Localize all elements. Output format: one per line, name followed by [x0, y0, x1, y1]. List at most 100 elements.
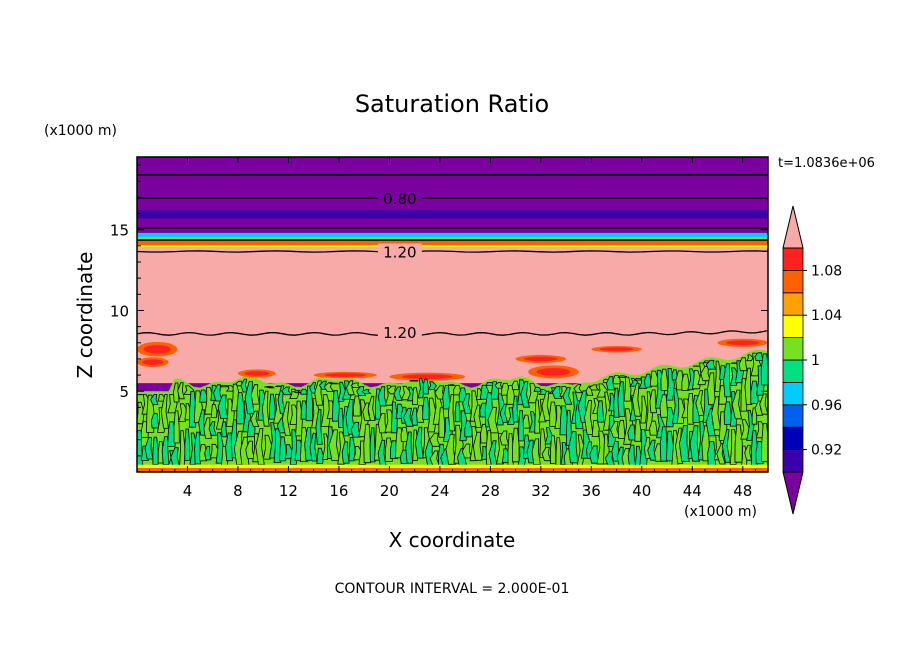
turbulent-boundary-region [137, 338, 768, 472]
turbulent-streak [152, 436, 159, 465]
turbulent-streak [531, 438, 541, 466]
colorbar-tick-label: 1.04 [811, 308, 842, 324]
turbulent-streak [184, 428, 191, 461]
colorbar-tick-label: 0.96 [811, 398, 842, 414]
colorbar-box [782, 359, 804, 383]
x-tick-label: 16 [329, 482, 348, 500]
turbulent-streak [464, 420, 473, 438]
turbulent-streak [173, 410, 180, 444]
y-tick-label: 15 [110, 222, 129, 240]
turbulent-streak [210, 404, 218, 418]
turbulent-streak [274, 385, 282, 387]
turbulent-streak [681, 373, 690, 391]
colorbar-box [782, 247, 804, 271]
turbulent-streak [422, 396, 430, 420]
warm-patch-core [244, 371, 270, 376]
turbulent-streak [487, 406, 499, 434]
turbulent-streak [731, 389, 743, 420]
x-axis-ticks: 4 8 12 16 20 24 28 32 36 40 44 48 [137, 157, 768, 500]
colorbar-box [782, 269, 804, 294]
turbulent-streak [634, 419, 642, 442]
turbulent-streak [250, 410, 260, 427]
contour-labels: 0.80 1.20 1.20 [377, 190, 422, 343]
turbulent-streak [447, 384, 456, 386]
layer-supersaturated [137, 245, 768, 384]
turbulent-streak [316, 447, 324, 464]
turbulent-streak [649, 370, 659, 387]
turbulent-streak [377, 413, 388, 434]
turbulent-streak [623, 376, 632, 402]
colorbar-box [782, 404, 804, 428]
y-tick-label: 5 [119, 383, 129, 401]
colorbar-box [782, 381, 804, 406]
colorbar-bottom-arrow [782, 471, 804, 515]
contour-label-bg [377, 190, 422, 208]
turbulent-streak [412, 387, 419, 405]
turbulent-streak [279, 436, 287, 462]
contour-lines [137, 174, 768, 336]
turbulent-streak [640, 395, 648, 424]
turbulent-streak [361, 389, 372, 394]
turbulent-streak [549, 401, 557, 427]
turbulent-streak [341, 441, 350, 464]
turbulent-streak [678, 425, 690, 462]
fill-layers [137, 157, 768, 384]
warm-patch-core [142, 359, 164, 365]
turbulent-streak [686, 393, 695, 425]
turbulent-streak [617, 375, 628, 378]
turbulent-streak [160, 394, 169, 429]
turbulent-streak [518, 410, 524, 442]
warm-patch-core [143, 345, 171, 354]
turbulent-streak [199, 389, 208, 403]
turbulent-streak [761, 423, 768, 462]
warm-patch-core [402, 374, 453, 380]
turbulent-streak [405, 431, 414, 464]
turbulent-streak [221, 421, 228, 438]
x-tick-label: 8 [233, 482, 243, 500]
turbulent-streak [533, 386, 542, 392]
warm-patch-core [599, 347, 634, 352]
turbulent-streak [520, 381, 530, 408]
turbulent-streak [555, 437, 562, 466]
x-tick-label: 28 [481, 482, 500, 500]
contour-label: 0.80 [383, 190, 416, 208]
turbulent-streak [204, 445, 212, 461]
turbulent-streak [199, 444, 207, 462]
turbulent-streak [744, 367, 753, 405]
turbulent-streak [438, 407, 445, 438]
turbulent-streak [329, 382, 339, 385]
x-tick-label: 44 [683, 482, 702, 500]
warm-patch-core [524, 356, 558, 362]
turbulent-streak [551, 386, 563, 399]
turbulent-streak [723, 401, 732, 425]
turbulent-streak [411, 407, 419, 426]
layer-transition-green [137, 236, 768, 239]
x-axis-label: X coordinate [389, 528, 516, 552]
y-axis-unit: (x1000 m) [44, 123, 117, 139]
turbulent-streak [472, 431, 483, 461]
turbulent-streak [454, 401, 461, 423]
turbulent-streak [512, 427, 520, 463]
turbulent-streak [323, 382, 335, 392]
turbulent-streak [705, 359, 717, 370]
turbulent-streak [445, 433, 457, 465]
contour-label: 1.20 [383, 243, 416, 261]
bottom-yellow-strip [137, 464, 768, 468]
time-label: t=1.0836e+06 [778, 156, 875, 171]
turbulent-streak [367, 395, 376, 421]
turbulent-streak [403, 407, 414, 427]
turbulent-streak [499, 403, 509, 423]
turbulent-streak [596, 400, 605, 423]
turbulent-streak [522, 414, 530, 429]
turbulent-streak [649, 389, 657, 414]
turbulent-streak [644, 373, 652, 388]
turbulent-streak [356, 386, 367, 396]
turbulent-streak [363, 423, 372, 464]
turbulent-streak [172, 382, 180, 403]
turbulent-streak [591, 420, 600, 437]
colorbar: 0.92 0.96 1 1.04 1.08 [782, 205, 842, 515]
contour-line [137, 250, 768, 253]
y-axis-ticks: 5 10 15 [110, 164, 768, 457]
layer-transition-warm [137, 239, 768, 246]
